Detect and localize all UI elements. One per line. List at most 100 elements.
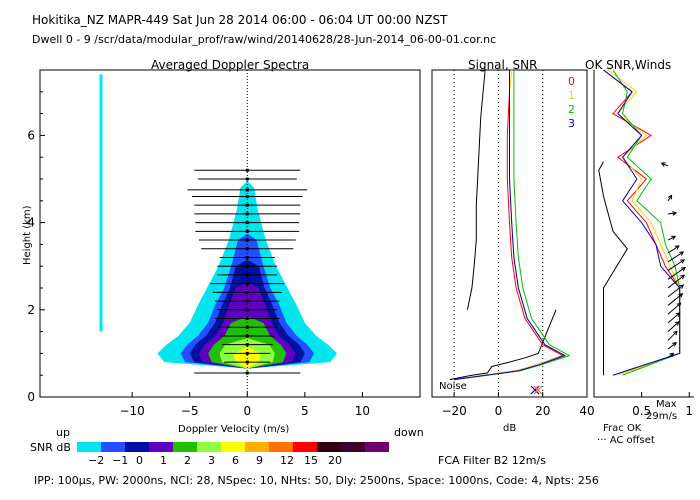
velocity-point-17 <box>245 221 249 225</box>
x-up-note: up <box>56 426 70 439</box>
wind-arrow-4 <box>667 312 681 324</box>
snr-legend-swatch-11 <box>341 442 365 452</box>
snr-legend-swatch-6 <box>221 442 245 452</box>
snr-legend-label: 9 <box>256 454 263 467</box>
snr-legend-swatch-4 <box>173 442 197 452</box>
signal-xtick-label: 0 <box>495 404 503 418</box>
frac-ok-label: Frac OK <box>603 423 642 434</box>
snr-legend-label: 15 <box>304 454 318 467</box>
snr-legend-label: −1 <box>112 454 129 467</box>
wind-arrow-6 <box>667 293 683 306</box>
ok-series-1 <box>607 69 681 376</box>
velocity-point-12 <box>245 264 249 268</box>
wind-arrow-head-4 <box>675 312 681 317</box>
snr-legend-label: 6 <box>232 454 239 467</box>
snr-legend-swatch-10 <box>317 442 341 452</box>
velocity-point-23 <box>245 168 249 172</box>
ok-xtick-label: 0.5 <box>632 404 651 418</box>
velocity-point-2 <box>245 351 249 355</box>
snr-legend-label: −2 <box>88 454 105 467</box>
wind-arrow-1 <box>667 342 677 350</box>
signal-cross-mark <box>533 385 543 395</box>
wind-arrow-head-7 <box>679 284 685 289</box>
ok-series-3 <box>603 69 681 376</box>
spectra-ytick-label: 4 <box>27 216 35 230</box>
spectra-xtick-label: 0 <box>243 404 251 418</box>
signal-series-3 <box>454 70 567 381</box>
wind-arrow-head-15 <box>667 194 673 200</box>
ok-winds-title: OK SNR,Winds <box>585 58 672 72</box>
signal-xtick-label: 20 <box>535 404 550 418</box>
spectra-xtick-label: 10 <box>355 404 370 418</box>
max-label: Max <box>656 399 677 410</box>
velocity-point-16 <box>245 229 249 233</box>
signal-xtick-label: 40 <box>579 404 594 418</box>
dwell-legend-0: 0 <box>568 75 575 88</box>
snr-legend-swatch-8 <box>269 442 293 452</box>
wind-arrow-head-0 <box>669 352 675 358</box>
signal-series-2 <box>454 70 571 381</box>
wind-arrow-head-12 <box>674 245 680 250</box>
snr-legend-swatch-12 <box>365 442 389 452</box>
spectra-ytick-label: 2 <box>27 303 35 317</box>
wind-arrow-12 <box>667 245 680 254</box>
wind-arrow-11 <box>667 251 684 263</box>
wind-arrow-7 <box>667 284 684 298</box>
dwell-legend-2: 2 <box>568 103 575 116</box>
wind-arrow-13 <box>667 235 676 241</box>
snr-legend-swatch-0 <box>77 442 101 452</box>
snr-legend-label: 3 <box>208 454 215 467</box>
signal-xtick-label: −20 <box>441 404 466 418</box>
velocity-point-18 <box>245 212 249 216</box>
wind-arrow-5 <box>667 302 681 315</box>
velocity-point-4 <box>245 334 249 338</box>
snr-legend-title: SNR dB <box>30 441 71 454</box>
wind-arrow-head-5 <box>676 302 682 308</box>
snr-legend-label: 1 <box>160 454 167 467</box>
signal-cross-mark <box>530 385 540 395</box>
ok-series-AC-offset <box>598 161 628 376</box>
velocity-point-15 <box>245 238 249 242</box>
wind-arrow-head-6 <box>678 293 684 298</box>
snr-legend-label: 20 <box>328 454 342 467</box>
wind-arrow-15 <box>667 195 673 202</box>
wind-arrow-head-13 <box>671 235 677 240</box>
signal-series-Signal <box>466 69 486 310</box>
velocity-point-3 <box>245 343 249 347</box>
spectra-frame <box>39 69 421 398</box>
title-line: Hokitika_NZ MAPR-449 Sat Jun 28 2014 06:… <box>32 13 448 27</box>
wind-arrow-head-9 <box>681 267 686 272</box>
file-path-line: Dwell 0 - 9 /scr/data/modular_prof/raw/w… <box>32 33 497 46</box>
spectra-xtick-label: 5 <box>301 404 309 418</box>
wind-arrow-head-11 <box>679 251 685 256</box>
snr-legend-swatch-3 <box>149 442 173 452</box>
spectrum-contour-level-6 <box>233 346 262 369</box>
spectra-ytick-label: 6 <box>27 128 35 142</box>
spectra-xtick-label: −10 <box>119 404 144 418</box>
wind-arrow-3 <box>667 321 680 332</box>
velocity-point-13 <box>245 255 249 259</box>
wind-arrow-2 <box>667 330 678 341</box>
velocity-point-21 <box>245 188 249 192</box>
wind-arrow-head-8 <box>680 274 686 280</box>
velocity-point-6 <box>245 317 249 321</box>
db-label: dB <box>503 423 517 434</box>
snr-legend-swatch-2 <box>125 442 149 452</box>
x-axis-label: Doppler Velocity (m/s) <box>178 424 290 435</box>
dwell-legend-3: 3 <box>568 117 575 130</box>
wind-arrow-head-2 <box>673 330 678 336</box>
wind-arrow-14 <box>667 212 677 215</box>
snr-legend-swatch-7 <box>245 442 269 452</box>
velocity-point-1 <box>245 360 249 364</box>
signal-series-Noise <box>449 309 557 381</box>
wind-arrow-16 <box>661 162 669 167</box>
wind-arrow-head-3 <box>674 320 680 326</box>
velocity-point-7 <box>245 308 249 312</box>
wind-arrow-9 <box>667 267 686 280</box>
wind-arrow-head-16 <box>660 162 666 167</box>
params-line: IPP: 100μs, PW: 2000ns, NCI: 28, NSpec: … <box>34 474 599 487</box>
wind-arrow-10 <box>667 259 685 271</box>
snr-legend-label: 2 <box>184 454 191 467</box>
wind-arrow-head-10 <box>680 259 686 264</box>
